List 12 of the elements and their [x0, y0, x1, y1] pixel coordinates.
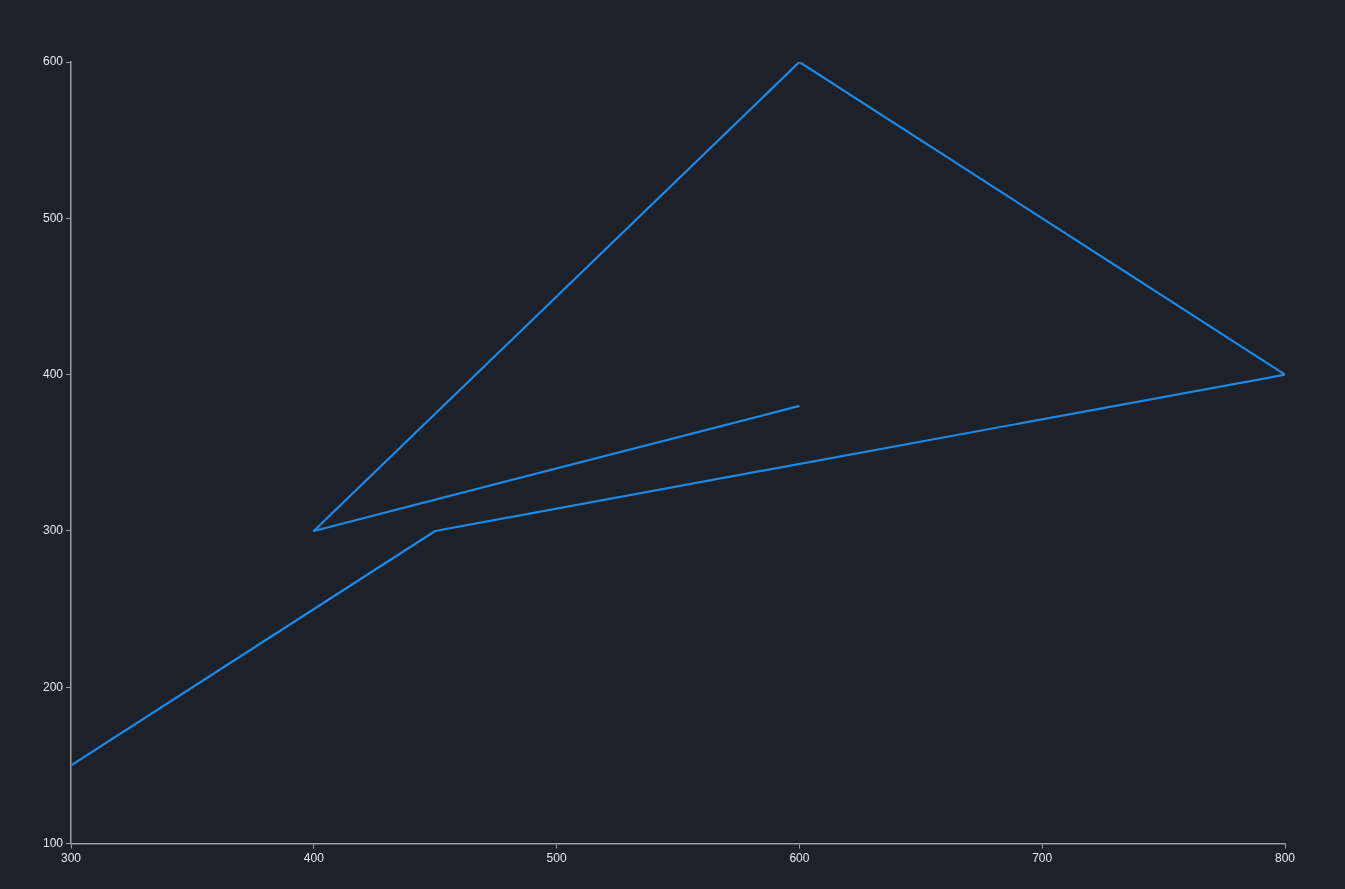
y-tick-label: 600 [42, 54, 64, 69]
x-tick-label: 300 [61, 851, 82, 866]
x-tick-label: 700 [1032, 851, 1053, 866]
y-tick-label: 200 [42, 679, 64, 694]
y-tick-label: 500 [42, 210, 64, 225]
x-tick-label: 800 [1274, 851, 1296, 866]
y-tick-label: 400 [42, 366, 64, 381]
y-tick-label: 300 [42, 523, 64, 538]
x-tick-label: 600 [789, 851, 810, 866]
x-tick-label: 400 [303, 851, 325, 866]
x-tick-label: 500 [546, 851, 567, 866]
y-tick-label: 100 [42, 835, 64, 850]
